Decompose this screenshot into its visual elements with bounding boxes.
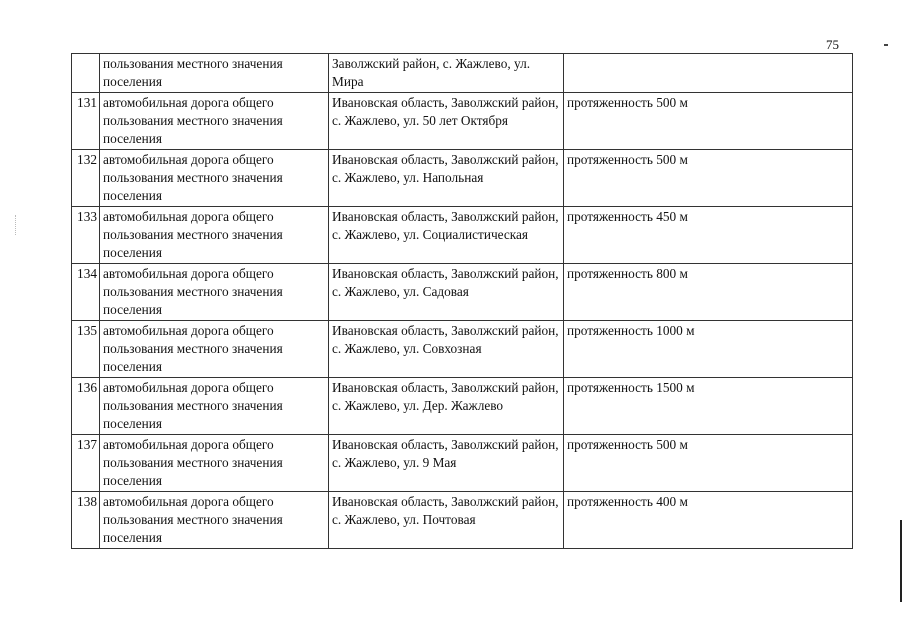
- cell-location: Ивановская область, Заволжский район, с.…: [328, 206, 564, 264]
- table-row: 134 автомобильная дорога общего пользован…: [71, 263, 853, 321]
- page-number: 75: [826, 37, 839, 52]
- table-row: 135 автомобильная дорога общего пользован…: [71, 320, 853, 378]
- cell-name: автомобильная дорога общего пользования …: [99, 263, 329, 321]
- cell-characteristic: протяженность 450 м: [563, 206, 853, 264]
- cell-name: автомобильная дорога общего пользования …: [99, 320, 329, 378]
- cell-characteristic: протяженность 1500 м: [563, 377, 853, 435]
- cell-name: автомобильная дорога общего пользования …: [99, 377, 329, 435]
- cell-number: 132: [71, 149, 100, 207]
- roads-table: пользования местного значения поселения …: [71, 53, 853, 549]
- cell-location: Заволжский район, с. Жажлево, ул. Мира: [328, 53, 564, 93]
- table-row-continued: пользования местного значения поселения …: [71, 53, 853, 93]
- cell-number: 134: [71, 263, 100, 321]
- cell-characteristic: [563, 53, 853, 93]
- cell-number: 135: [71, 320, 100, 378]
- cell-name: автомобильная дорога общего пользования …: [99, 149, 329, 207]
- table-row: 136 автомобильная дорога общего пользован…: [71, 377, 853, 435]
- table-row: 132 автомобильная дорога общего пользован…: [71, 149, 853, 207]
- cell-name: автомобильная дорога общего пользования …: [99, 491, 329, 549]
- cell-number: 131: [71, 92, 100, 150]
- table-row: 138 автомобильная дорога общего пользован…: [71, 491, 853, 549]
- cell-name: пользования местного значения поселения: [99, 53, 329, 93]
- cell-name: автомобильная дорога общего пользования …: [99, 434, 329, 492]
- cell-characteristic: протяженность 1000 м: [563, 320, 853, 378]
- table-row: 131 автомобильная дорога общего пользован…: [71, 92, 853, 150]
- scan-dots: [15, 215, 19, 235]
- cell-characteristic: протяженность 800 м: [563, 263, 853, 321]
- cell-number: 133: [71, 206, 100, 264]
- cell-number: 137: [71, 434, 100, 492]
- cell-location: Ивановская область, Заволжский район, с.…: [328, 263, 564, 321]
- cell-location: Ивановская область, Заволжский район, с.…: [328, 434, 564, 492]
- cell-characteristic: протяженность 400 м: [563, 491, 853, 549]
- cell-name: автомобильная дорога общего пользования …: [99, 206, 329, 264]
- cell-characteristic: протяженность 500 м: [563, 149, 853, 207]
- table-row: 133 автомобильная дорога общего пользован…: [71, 206, 853, 264]
- cell-location: Ивановская область, Заволжский район, с.…: [328, 377, 564, 435]
- cell-number: [71, 53, 100, 93]
- table-row: 137 автомобильная дорога общего пользован…: [71, 434, 853, 492]
- cell-number: 136: [71, 377, 100, 435]
- cell-location: Ивановская область, Заволжский район, с.…: [328, 491, 564, 549]
- scan-edge-line: [900, 520, 902, 602]
- cell-location: Ивановская область, Заволжский район, с.…: [328, 320, 564, 378]
- cell-characteristic: протяженность 500 м: [563, 434, 853, 492]
- scan-mark: [884, 44, 888, 46]
- cell-characteristic: протяженность 500 м: [563, 92, 853, 150]
- cell-name: автомобильная дорога общего пользования …: [99, 92, 329, 150]
- cell-number: 138: [71, 491, 100, 549]
- cell-location: Ивановская область, Заволжский район, с.…: [328, 92, 564, 150]
- cell-location: Ивановская область, Заволжский район, с.…: [328, 149, 564, 207]
